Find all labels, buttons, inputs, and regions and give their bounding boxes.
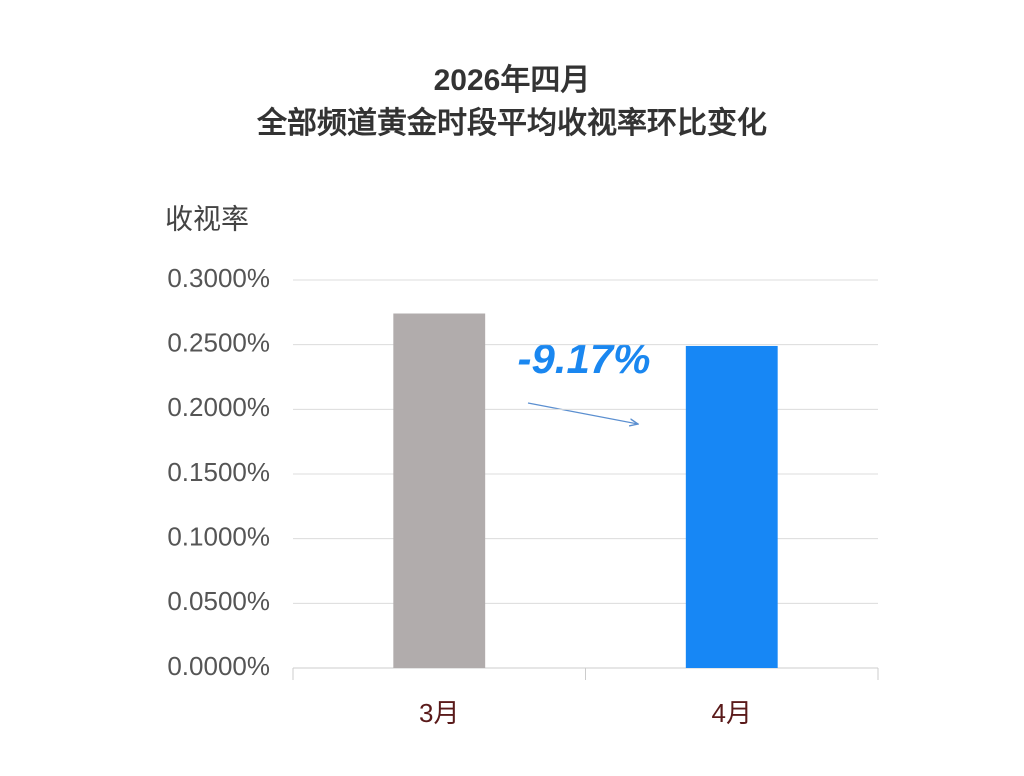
y-tick-label: 0.2500% [167, 328, 270, 358]
x-tick-label: 3月 [419, 698, 459, 728]
x-tick-label: 4月 [712, 698, 752, 728]
y-tick-label: 0.0500% [167, 586, 270, 616]
change-annotation: -9.17% [517, 335, 650, 382]
chart-subtitle: 全部频道黄金时段平均收视率环比变化 [256, 106, 767, 140]
y-tick-label: 0.2000% [167, 392, 270, 422]
y-axis-label: 收视率 [165, 203, 249, 234]
annotation-arrow [527, 402, 638, 424]
chart-title: 2026年四月 [434, 64, 591, 97]
y-tick-label: 0.1000% [167, 522, 270, 552]
y-tick-label: 0.1500% [167, 457, 270, 487]
bar [685, 345, 778, 668]
bar [393, 313, 486, 668]
y-tick-label: 0.0000% [167, 651, 270, 681]
y-tick-label: 0.3000% [167, 263, 270, 293]
